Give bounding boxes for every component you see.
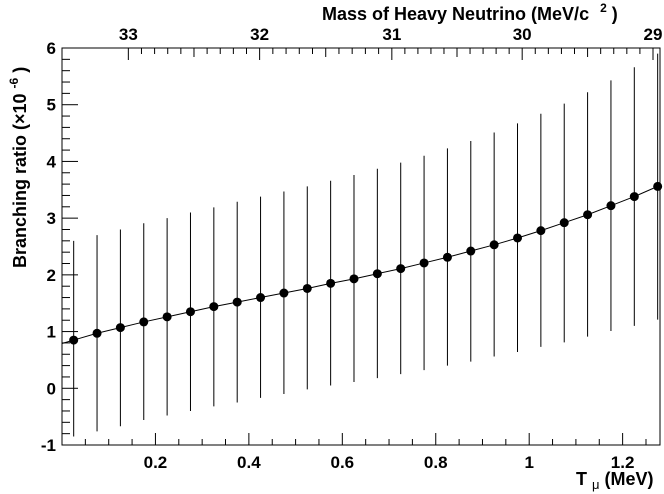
top-tick-label: 33 [119,25,138,44]
data-point [396,264,406,274]
data-point [489,240,499,250]
data-point [349,274,359,284]
data-point [606,201,616,211]
data-point [115,323,125,333]
data-point [466,246,476,256]
error-bars [73,53,659,437]
series-line [61,185,658,344]
data-point [513,233,523,243]
data-point [583,210,593,220]
data-point [653,181,663,191]
x-tick-label: 1.2 [611,453,635,472]
data-point [69,335,79,345]
data-point [232,297,242,307]
data-point [162,312,172,322]
x-tick-label: 1 [524,453,533,472]
data-point [279,288,289,298]
data-point [326,278,336,288]
data-point [92,328,102,338]
y-tick-label: 0 [47,379,56,398]
tick-labels: -1 0 1 2 3 4 5 6 0.2 0.4 0.6 0.8 1 1.2 33 32 31 30 29 [41,25,663,472]
data-point [256,293,266,303]
y-tick-label: 2 [47,266,56,285]
y-tick-label: 6 [47,39,56,58]
data-points [69,181,663,345]
ticks-layer [62,47,654,446]
y-tick-label: 1 [47,323,56,342]
x-tick-label: 0.6 [330,453,354,472]
data-point [185,307,195,317]
x-tick-label: 0.2 [144,453,168,472]
data-point [372,269,382,279]
y-tick-label: 3 [47,209,56,228]
x-tick-label: 0.8 [424,453,448,472]
y-tick-label: 5 [47,96,56,115]
y-tick-label: 4 [47,152,57,171]
y-tick-label: -1 [41,436,56,455]
data-point [629,192,639,202]
data-point [209,302,219,312]
x-axis-title: T μ (MeV) [576,469,654,493]
data-point [559,218,569,228]
top-axis-title: Mass of Heavy Neutrino (MeV/c 2 ) [322,0,618,24]
y-axis-title: Branching ratio (×10 -6 ) [2,67,30,268]
data-point [139,317,149,327]
plot-frame [61,47,661,446]
data-point [442,252,452,262]
top-tick-label: 30 [513,25,532,44]
data-point [302,283,312,293]
x-tick-label: 0.4 [237,453,261,472]
top-tick-label: 32 [250,25,269,44]
top-tick-label: 29 [644,25,663,44]
top-tick-label: 31 [382,25,401,44]
data-point [536,226,546,236]
data-point [419,258,429,268]
